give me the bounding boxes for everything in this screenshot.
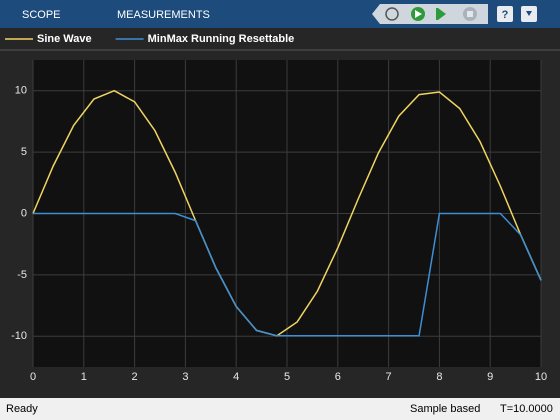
x-tick-label: 6 <box>335 371 341 383</box>
x-tick-label: 8 <box>436 371 442 383</box>
run-icon <box>415 10 422 18</box>
y-tick-label: 0 <box>21 207 27 219</box>
x-tick-label: 3 <box>182 371 188 383</box>
x-tick-label: 5 <box>284 371 290 383</box>
help-button[interactable] <box>497 6 513 22</box>
help-icon: ? <box>502 9 509 21</box>
status-time: T=10.0000 <box>500 403 553 415</box>
step-back-button[interactable] <box>385 7 399 21</box>
step-icon <box>436 8 438 20</box>
status-text: Ready <box>6 403 38 415</box>
legend-label: MinMax Running Resettable <box>148 33 295 45</box>
x-tick-label: 2 <box>132 371 138 383</box>
legend-label: Sine Wave <box>37 33 92 45</box>
series-line <box>32 89 542 337</box>
y-tick-label: 5 <box>21 146 27 158</box>
x-tick-label: 0 <box>30 371 36 383</box>
tab[interactable]: SCOPE <box>22 9 61 21</box>
x-tick-label: 9 <box>487 371 493 383</box>
x-tick-label: 4 <box>233 371 239 383</box>
toolbar-strip <box>372 4 488 24</box>
series-line <box>33 212 542 337</box>
stop-icon <box>467 11 473 17</box>
x-tick-label: 1 <box>81 371 87 383</box>
y-tick-label: -10 <box>11 330 27 342</box>
y-tick-label: 10 <box>15 85 27 97</box>
status-mode: Sample based <box>410 403 480 415</box>
status-bar <box>0 398 560 420</box>
x-tick-label: 10 <box>535 371 547 383</box>
x-tick-label: 7 <box>386 371 392 383</box>
step-forward-button[interactable] <box>438 8 446 20</box>
tab[interactable]: MEASUREMENTS <box>117 9 210 21</box>
menu-icon <box>526 11 532 16</box>
y-tick-label: -5 <box>17 269 27 281</box>
